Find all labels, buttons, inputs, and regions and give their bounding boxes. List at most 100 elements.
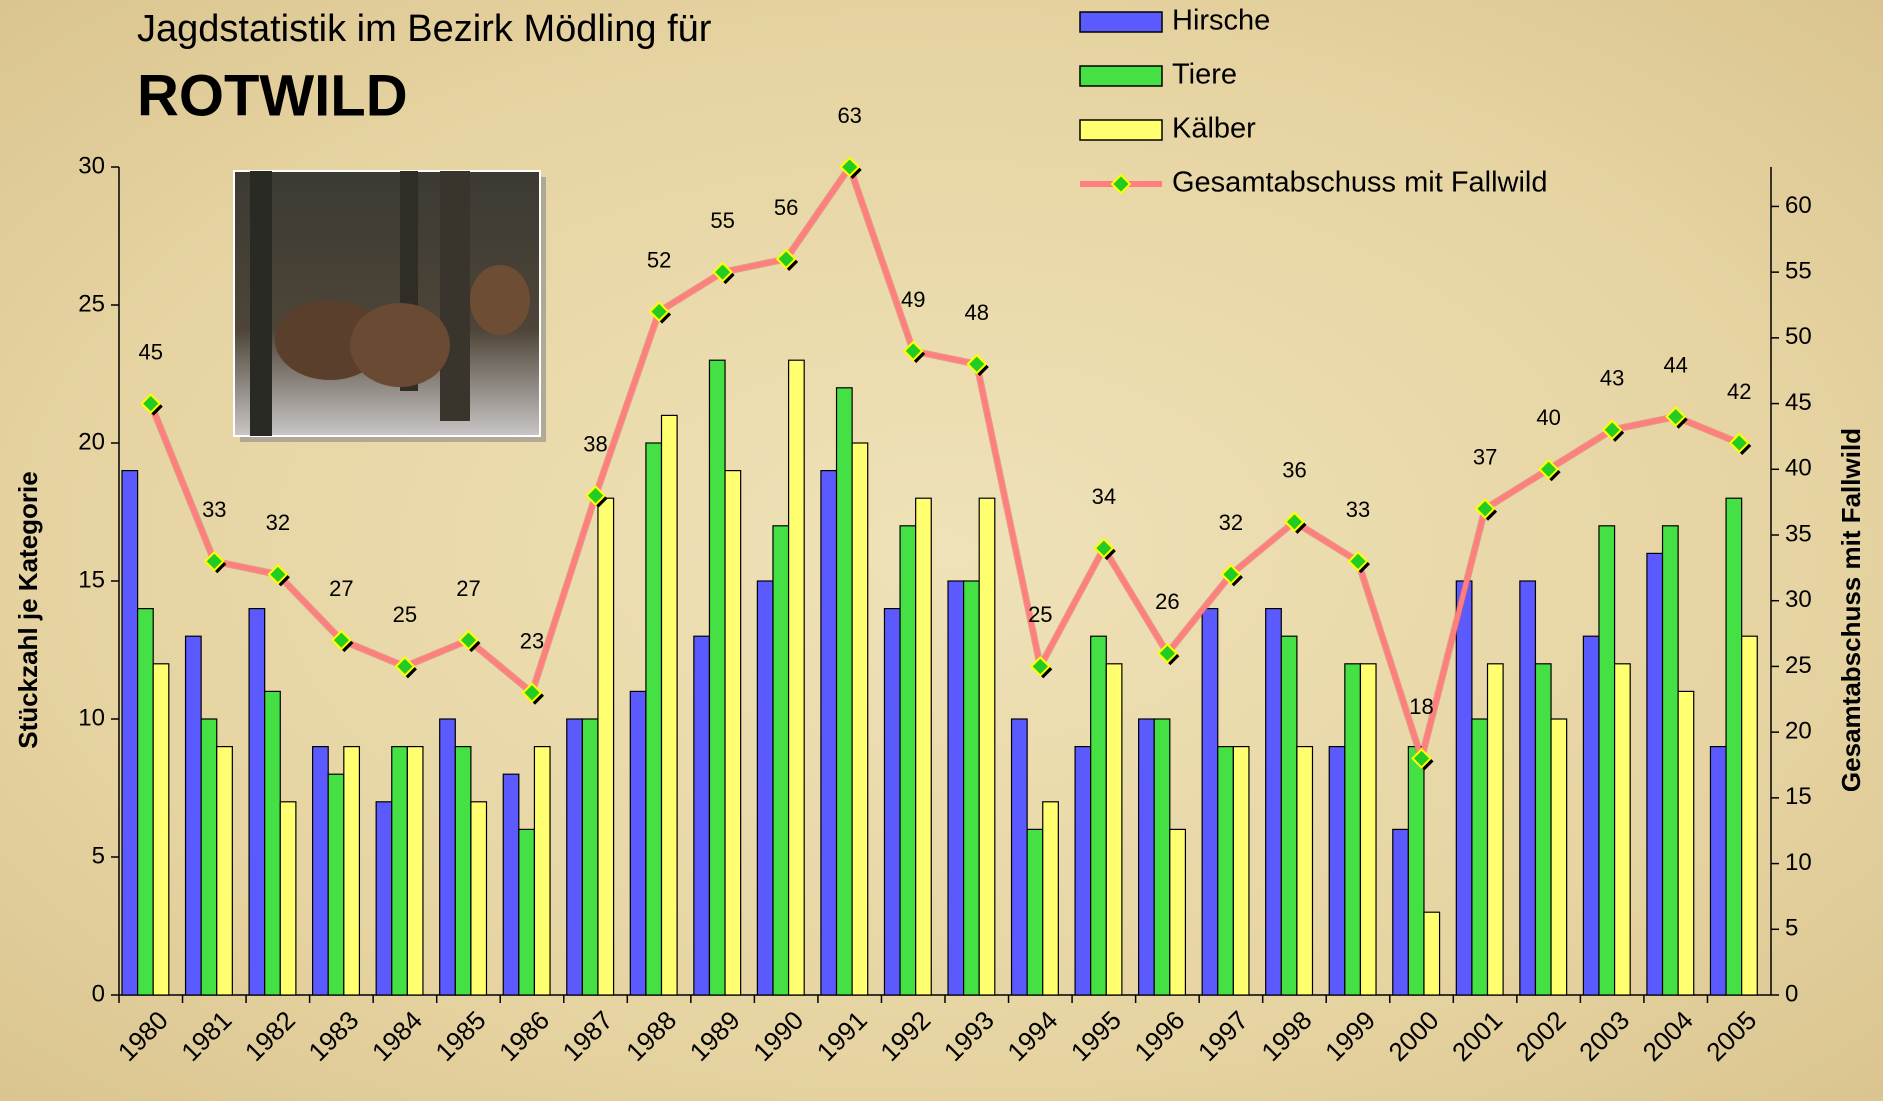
bar	[1519, 580, 1537, 996]
data-label: 26	[1155, 589, 1179, 614]
y2-tick-label: 50	[1785, 323, 1812, 350]
bar	[820, 470, 838, 996]
bar	[660, 414, 678, 996]
y-tick-label: 15	[78, 566, 105, 593]
bar	[502, 773, 520, 996]
data-label: 32	[266, 510, 290, 535]
bar	[216, 745, 233, 996]
bar	[312, 745, 329, 996]
marker	[1093, 537, 1115, 559]
bar	[708, 359, 726, 996]
bar	[1550, 718, 1568, 996]
deer-photo	[233, 170, 546, 442]
bar	[835, 387, 853, 996]
y2-tick-label: 25	[1785, 652, 1812, 679]
bar	[1359, 663, 1377, 996]
y2-tick-label: 20	[1785, 717, 1812, 744]
bar	[787, 359, 805, 996]
bar	[1296, 745, 1314, 996]
bar	[947, 580, 965, 996]
bar	[1709, 745, 1727, 996]
bar	[756, 580, 774, 996]
data-label: 43	[1600, 366, 1624, 391]
marker	[1347, 550, 1369, 572]
marker	[1474, 498, 1496, 520]
line	[148, 161, 1741, 768]
legend-label: Gesamtabschuss mit Fallwild	[1172, 167, 1548, 199]
bar	[1344, 663, 1362, 996]
bar	[1074, 745, 1092, 996]
marker	[775, 248, 797, 270]
chart-subtitle: ROTWILD	[137, 63, 408, 128]
bar	[566, 718, 583, 996]
data-label: 45	[139, 339, 163, 364]
data-label: 40	[1536, 405, 1560, 430]
bar	[772, 525, 790, 996]
bar	[1613, 663, 1631, 996]
bar	[851, 442, 869, 996]
marker	[966, 353, 988, 375]
bar	[406, 745, 424, 996]
data-label: 27	[329, 576, 353, 601]
data-label: 48	[965, 300, 989, 325]
marker	[585, 485, 606, 506]
data-label: 49	[901, 287, 925, 312]
data-label: 52	[647, 247, 671, 272]
y-axis-label: Stückzahl je Kategorie	[13, 471, 43, 748]
data-label: 18	[1409, 694, 1433, 719]
marker	[521, 682, 543, 704]
data-label: 56	[774, 195, 798, 220]
y-tick-label: 25	[78, 290, 105, 317]
y2-tick-label: 55	[1785, 257, 1812, 284]
bar	[693, 635, 711, 996]
bar	[1090, 635, 1107, 996]
bar	[1265, 607, 1282, 996]
bar	[1677, 690, 1695, 996]
legend-label: Tiere	[1172, 59, 1237, 91]
data-label: 34	[1092, 484, 1116, 509]
y-tick-label: 30	[78, 152, 105, 179]
bar	[470, 801, 488, 996]
data-label: 27	[456, 576, 480, 601]
bar	[1153, 718, 1171, 996]
chart-title: Jagdstatistik im Bezirk Mödling für	[137, 8, 712, 50]
marker	[648, 301, 670, 322]
marker	[140, 393, 162, 414]
marker	[1220, 564, 1242, 585]
marker	[1029, 656, 1051, 677]
y-tick-label: 0	[92, 980, 105, 1007]
data-label: 55	[710, 208, 734, 233]
bar	[454, 745, 472, 996]
data-label: 33	[202, 497, 226, 522]
bar	[1534, 663, 1552, 996]
bar	[1328, 745, 1346, 996]
bar	[1042, 801, 1059, 996]
marker	[1728, 432, 1750, 454]
bar	[581, 718, 599, 996]
data-label: 37	[1473, 445, 1497, 470]
legend-swatch	[1079, 11, 1163, 33]
marker	[330, 629, 352, 651]
legend-swatch	[1079, 119, 1163, 141]
data-label: 63	[837, 103, 861, 128]
bar	[375, 801, 393, 996]
bar	[1646, 552, 1664, 996]
data-label: 25	[1028, 602, 1052, 627]
bar	[121, 470, 139, 996]
bar	[1138, 718, 1155, 996]
bar	[1280, 635, 1298, 996]
bar	[1455, 580, 1473, 996]
bar	[1407, 745, 1425, 996]
bar	[724, 470, 742, 996]
y2-tick-label: 35	[1785, 520, 1812, 547]
data-label: 36	[1282, 458, 1306, 483]
marker	[203, 550, 225, 572]
marker	[458, 629, 479, 651]
bar	[1725, 497, 1743, 996]
bar	[391, 745, 408, 996]
bar	[152, 663, 170, 996]
legend-marker	[1110, 173, 1132, 195]
marker	[267, 564, 289, 585]
marker	[1284, 511, 1305, 533]
